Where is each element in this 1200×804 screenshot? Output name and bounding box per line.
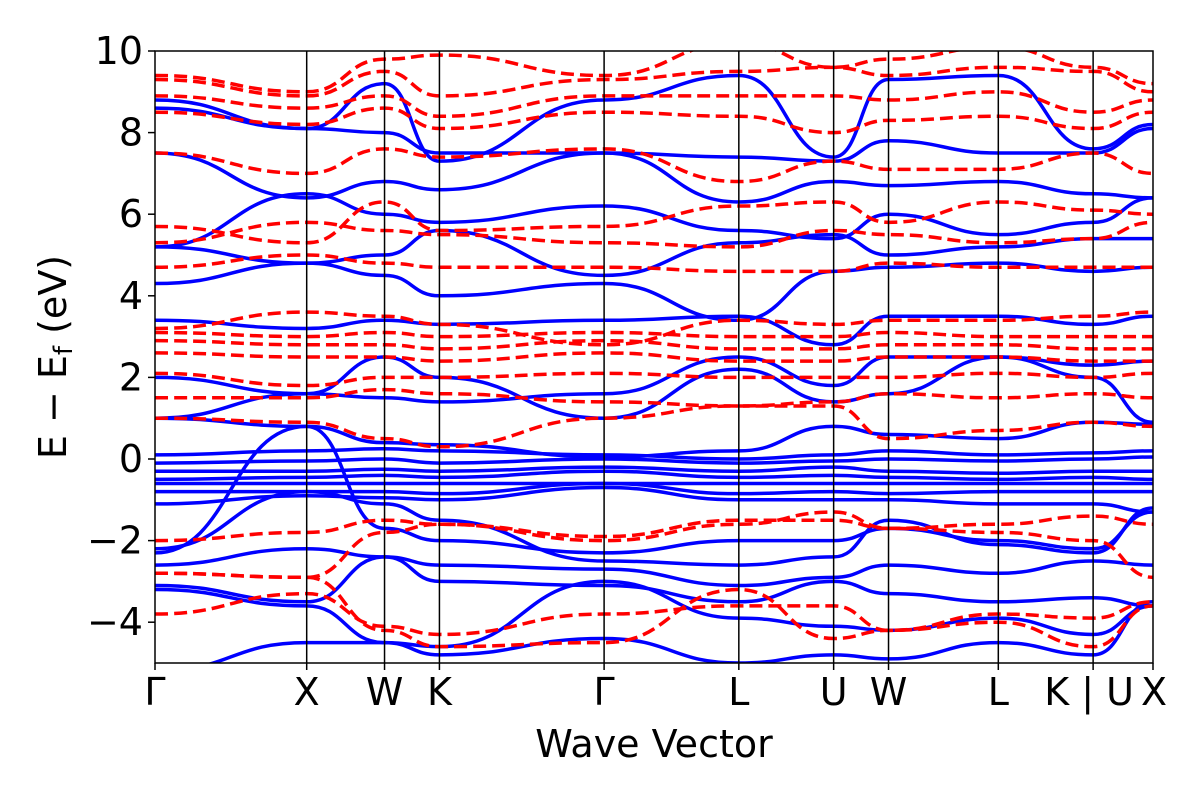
red-band-23 xyxy=(155,510,1153,543)
red-band-29 xyxy=(155,351,1153,363)
y-tick-label: −2 xyxy=(87,519,143,563)
x-tick-label: X xyxy=(294,670,320,714)
blue-band-13 xyxy=(207,600,1153,663)
x-tick-label: X xyxy=(1141,670,1167,714)
blue-band-17 xyxy=(155,261,1153,323)
red-band-41 xyxy=(155,51,1153,94)
y-axis-label-sub: f xyxy=(49,345,79,355)
x-tick-label: K xyxy=(427,670,453,714)
blue-band-12 xyxy=(155,579,1153,649)
high-symmetry-lines xyxy=(305,51,1094,663)
red-band-35 xyxy=(155,220,1153,249)
red-band-28 xyxy=(155,371,1153,388)
red-band-33 xyxy=(155,387,1153,408)
blue-band-14 xyxy=(155,355,1153,425)
blue-band-10 xyxy=(155,547,1153,588)
x-axis-label: Wave Vector xyxy=(535,722,773,766)
red-band-36 xyxy=(155,200,1153,245)
y-axis-ticks: −4 −2 0 2 4 6 8 10 xyxy=(87,29,155,644)
blue-band-15 xyxy=(155,355,1153,404)
x-tick-label: W xyxy=(870,670,908,714)
x-tick-label: U xyxy=(820,670,848,714)
y-tick-label: 10 xyxy=(95,29,143,73)
y-tick-label: 6 xyxy=(119,192,143,236)
blue-band-19 xyxy=(155,192,1153,249)
y-tick-label: 2 xyxy=(119,355,143,399)
red-band-27 xyxy=(155,404,1153,449)
blue-band-16 xyxy=(155,314,1153,347)
x-tick-label: W xyxy=(366,670,404,714)
blue-band-5 xyxy=(155,481,1153,496)
bands-layer xyxy=(155,51,1153,663)
y-axis-label: E − Ef (eV) xyxy=(31,255,79,459)
red-band-26 xyxy=(155,571,1153,649)
blue-band-8 xyxy=(155,424,1153,555)
red-band-37 xyxy=(155,147,1153,184)
red-band-32 xyxy=(155,310,1153,347)
x-tick-label: L xyxy=(728,670,749,714)
blue-band-20 xyxy=(155,151,1153,204)
y-tick-label: 0 xyxy=(119,437,143,481)
blue-band-7 xyxy=(155,416,1153,459)
blue-band-22 xyxy=(155,73,1153,163)
blue-band-0 xyxy=(155,447,1153,461)
red-band-34 xyxy=(155,253,1153,274)
blue-band-11 xyxy=(155,555,1153,608)
x-tick-label: L xyxy=(988,670,1009,714)
blue-band-21 xyxy=(155,106,1153,163)
y-tick-label: −4 xyxy=(87,600,143,644)
plot-frame xyxy=(154,50,1154,664)
blue-band-1 xyxy=(155,455,1153,465)
x-tick-label: Γ xyxy=(144,670,165,714)
red-band-38 xyxy=(155,106,1153,135)
y-axis-label-main: E − E xyxy=(31,355,75,459)
red-band-39 xyxy=(155,90,1153,119)
red-band-24 xyxy=(155,518,1153,580)
red-band-31 xyxy=(155,330,1153,339)
y-tick-label: 8 xyxy=(119,111,143,155)
red-band-40 xyxy=(155,65,1153,98)
x-tick-label: Γ xyxy=(594,670,615,714)
x-tick-label: K | U xyxy=(1044,670,1134,715)
blue-band-9 xyxy=(155,489,1153,567)
y-axis-label-unit: (eV) xyxy=(31,255,75,346)
y-tick-label: 4 xyxy=(119,274,143,318)
red-band-30 xyxy=(155,338,1153,351)
red-band-25 xyxy=(155,591,1153,637)
